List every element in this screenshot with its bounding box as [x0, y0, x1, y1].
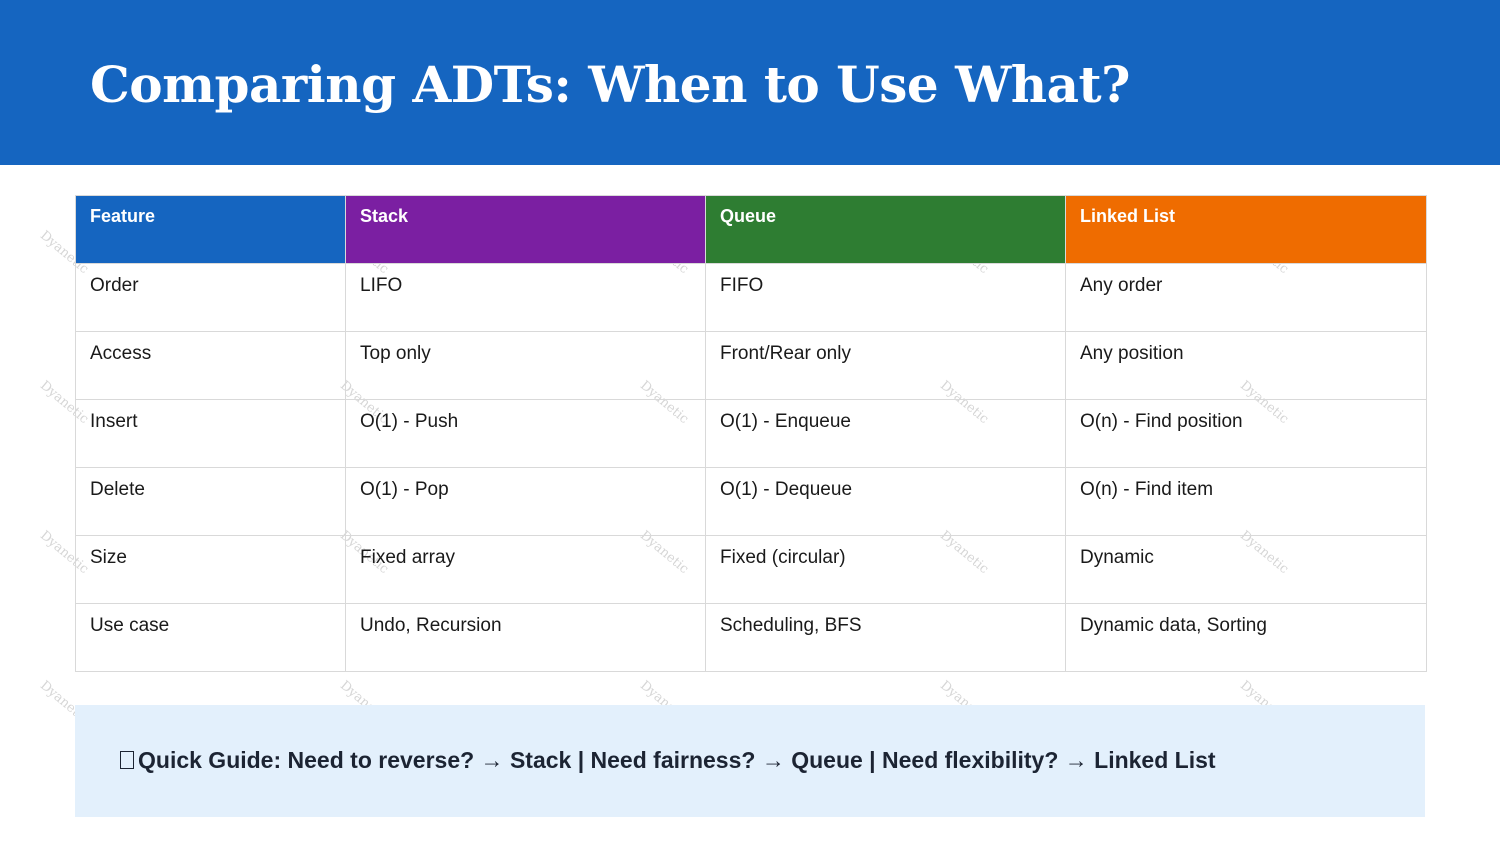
table-cell: O(1) - Push	[345, 399, 706, 468]
column-header-feature: Feature	[75, 195, 346, 264]
quick-guide-text: Quick Guide: Need to reverse? → Stack | …	[138, 747, 1216, 773]
adt-comparison-table: Feature Stack Queue Linked List Order LI…	[75, 195, 1427, 672]
table-row: Size Fixed array Fixed (circular) Dynami…	[75, 535, 1427, 604]
column-header-linked-list: Linked List	[1065, 195, 1427, 264]
table-cell: Dynamic data, Sorting	[1065, 603, 1427, 672]
table-row: Insert O(1) - Push O(1) - Enqueue O(n) -…	[75, 399, 1427, 468]
table-cell: Access	[75, 331, 346, 400]
quick-guide: Quick Guide: Need to reverse? → Stack | …	[120, 747, 1216, 774]
table-cell: Front/Rear only	[705, 331, 1066, 400]
table-cell: Use case	[75, 603, 346, 672]
table-header-row: Feature Stack Queue Linked List	[75, 195, 1427, 264]
table-cell: Order	[75, 263, 346, 332]
table-cell: Top only	[345, 331, 706, 400]
lightbulb-icon	[120, 751, 134, 769]
table-cell: O(1) - Enqueue	[705, 399, 1066, 468]
title-banner: Comparing ADTs: When to Use What?	[0, 0, 1500, 165]
table-cell: Delete	[75, 467, 346, 536]
page-title: Comparing ADTs: When to Use What?	[90, 55, 1130, 114]
table-cell: LIFO	[345, 263, 706, 332]
table-cell: Scheduling, BFS	[705, 603, 1066, 672]
table-cell: O(n) - Find position	[1065, 399, 1427, 468]
table-cell: O(1) - Dequeue	[705, 467, 1066, 536]
table-row: Order LIFO FIFO Any order	[75, 263, 1427, 332]
table-row: Delete O(1) - Pop O(1) - Dequeue O(n) - …	[75, 467, 1427, 536]
table-cell: Any order	[1065, 263, 1427, 332]
table-cell: Size	[75, 535, 346, 604]
table-cell: Fixed (circular)	[705, 535, 1066, 604]
column-header-queue: Queue	[705, 195, 1066, 264]
column-header-stack: Stack	[345, 195, 706, 264]
table-cell: O(1) - Pop	[345, 467, 706, 536]
table-row: Access Top only Front/Rear only Any posi…	[75, 331, 1427, 400]
table-cell: Fixed array	[345, 535, 706, 604]
table-cell: Undo, Recursion	[345, 603, 706, 672]
table-row: Use case Undo, Recursion Scheduling, BFS…	[75, 603, 1427, 672]
quick-guide-box: Quick Guide: Need to reverse? → Stack | …	[75, 705, 1425, 817]
table-cell: Insert	[75, 399, 346, 468]
table-cell: Dynamic	[1065, 535, 1427, 604]
table-cell: FIFO	[705, 263, 1066, 332]
table-cell: O(n) - Find item	[1065, 467, 1427, 536]
table-cell: Any position	[1065, 331, 1427, 400]
